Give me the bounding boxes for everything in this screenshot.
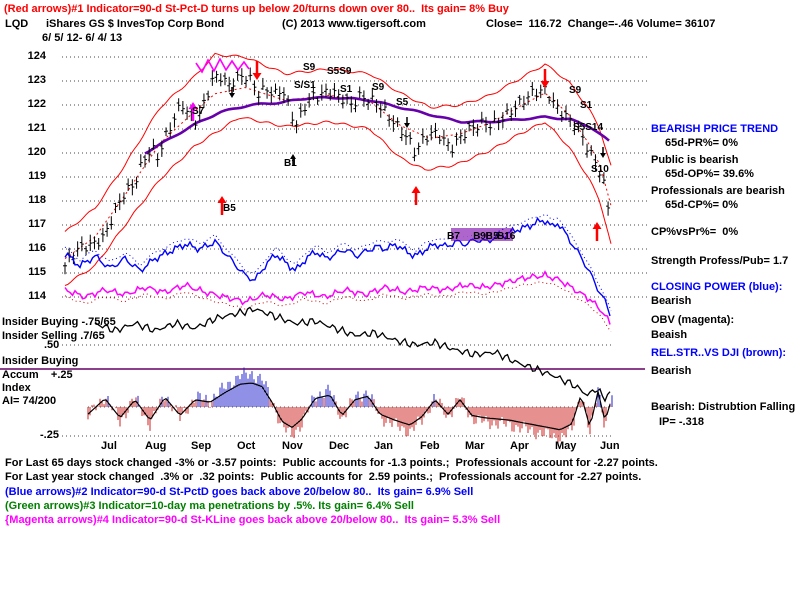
indicator1-note: (Red arrows)#1 Indicator=90-d St-Pct-D t… xyxy=(4,3,509,15)
date-range: 6/ 5/ 12- 6/ 4/ 13 xyxy=(42,32,123,44)
copyright-text: (C) 2013 www.tigersoft.com xyxy=(282,18,426,30)
quote-summary: Close= 116.72 Change=-.46 Volume= 36107 xyxy=(486,18,716,30)
security-name: iShares GS $ InvesTop Corp Bond xyxy=(46,18,225,30)
ticker-symbol: LQD xyxy=(5,18,29,30)
